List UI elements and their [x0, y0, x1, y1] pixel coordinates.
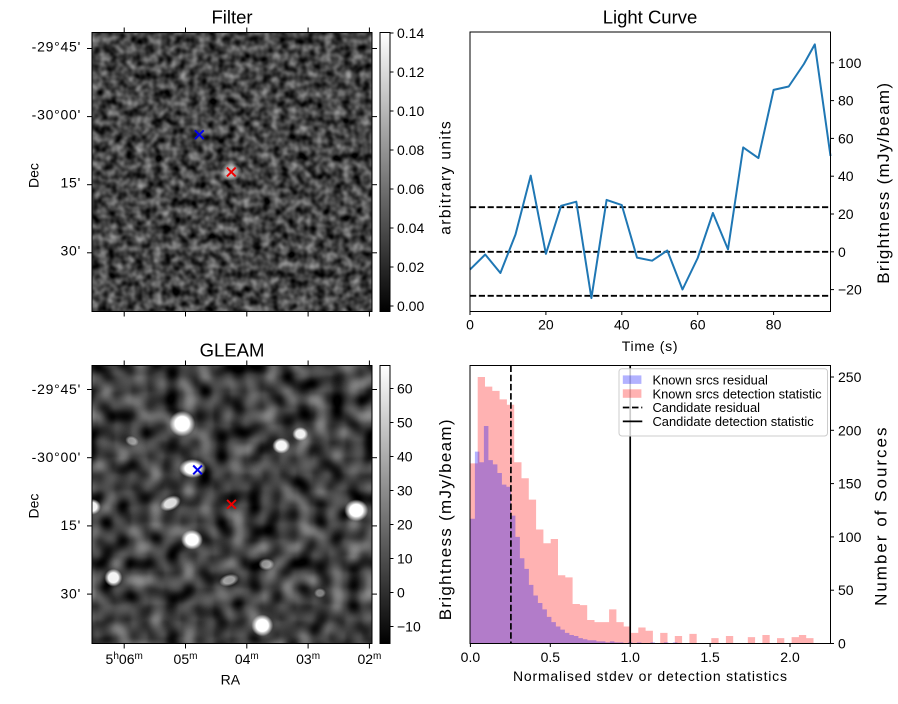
svg-text:60: 60 [397, 381, 413, 397]
svg-text:60: 60 [690, 316, 706, 332]
svg-text:0.14: 0.14 [397, 25, 424, 41]
svg-text:1.5: 1.5 [700, 649, 720, 665]
svg-text:200: 200 [838, 422, 862, 438]
svg-text:-29°45': -29°45' [32, 381, 81, 397]
svg-text:Known srcs detection statistic: Known srcs detection statistic [653, 386, 823, 401]
svg-text:0.5: 0.5 [541, 649, 561, 665]
svg-text:100: 100 [838, 529, 862, 545]
svg-text:10: 10 [397, 551, 413, 567]
svg-text:0: 0 [466, 316, 474, 332]
svg-text:03m: 03m [296, 651, 320, 667]
svg-text:-30°00': -30°00' [32, 107, 81, 123]
svg-text:0: 0 [838, 636, 846, 652]
svg-text:5h06m: 5h06m [106, 651, 143, 667]
svg-text:-29°45': -29°45' [32, 38, 81, 54]
svg-text:50: 50 [838, 582, 854, 598]
svg-text:05m: 05m [174, 651, 198, 667]
svg-text:0.0: 0.0 [461, 649, 481, 665]
svg-text:Brightness (mJy/beam): Brightness (mJy/beam) [436, 418, 455, 620]
svg-text:−10: −10 [397, 619, 421, 635]
svg-text:arbitrary units: arbitrary units [438, 120, 455, 235]
svg-text:0.02: 0.02 [397, 259, 424, 275]
svg-text:80: 80 [766, 316, 782, 332]
svg-text:15': 15' [61, 517, 82, 533]
svg-text:Light Curve: Light Curve [603, 6, 698, 27]
svg-text:Known srcs residual: Known srcs residual [653, 372, 768, 387]
svg-text:-30°00': -30°00' [32, 449, 81, 465]
svg-text:Dec: Dec [25, 494, 41, 519]
svg-text:Filter: Filter [211, 6, 252, 27]
svg-text:Brightness (mJy/beam): Brightness (mJy/beam) [874, 82, 893, 284]
svg-text:2.0: 2.0 [780, 649, 800, 665]
svg-text:15': 15' [61, 175, 82, 191]
svg-text:150: 150 [838, 476, 862, 492]
svg-text:0.04: 0.04 [397, 220, 424, 236]
svg-text:40: 40 [838, 168, 854, 184]
svg-text:RA: RA [221, 672, 241, 688]
svg-text:20: 20 [397, 517, 413, 533]
svg-text:0: 0 [838, 244, 846, 260]
svg-text:Dec: Dec [25, 163, 41, 188]
svg-text:40: 40 [397, 449, 413, 465]
svg-text:250: 250 [838, 369, 862, 385]
svg-text:0.08: 0.08 [397, 142, 424, 158]
svg-text:0.06: 0.06 [397, 181, 424, 197]
svg-text:0: 0 [397, 585, 405, 601]
svg-text:Time (s): Time (s) [622, 338, 678, 354]
svg-text:40: 40 [614, 316, 630, 332]
svg-text:100: 100 [838, 55, 862, 71]
svg-text:0.00: 0.00 [397, 298, 424, 314]
svg-text:Candidate residual: Candidate residual [653, 400, 761, 415]
svg-text:GLEAM: GLEAM [200, 339, 265, 360]
svg-text:−20: −20 [838, 282, 862, 298]
svg-text:30': 30' [61, 243, 82, 259]
svg-text:50: 50 [397, 415, 413, 431]
svg-text:04m: 04m [235, 651, 259, 667]
svg-text:80: 80 [838, 93, 854, 109]
svg-text:0.10: 0.10 [397, 103, 424, 119]
svg-text:60: 60 [838, 130, 854, 146]
svg-text:30: 30 [397, 483, 413, 499]
svg-text:20: 20 [538, 316, 554, 332]
svg-text:Candidate detection statistic: Candidate detection statistic [653, 414, 815, 429]
svg-text:Normalised stdev or detection: Normalised stdev or detection statistics [513, 668, 788, 684]
svg-text:02m: 02m [357, 651, 381, 667]
svg-text:Number of Sources: Number of Sources [872, 425, 891, 605]
svg-text:20: 20 [838, 206, 854, 222]
svg-text:1.0: 1.0 [620, 649, 640, 665]
svg-text:30': 30' [61, 585, 82, 601]
svg-text:0.12: 0.12 [397, 64, 424, 80]
